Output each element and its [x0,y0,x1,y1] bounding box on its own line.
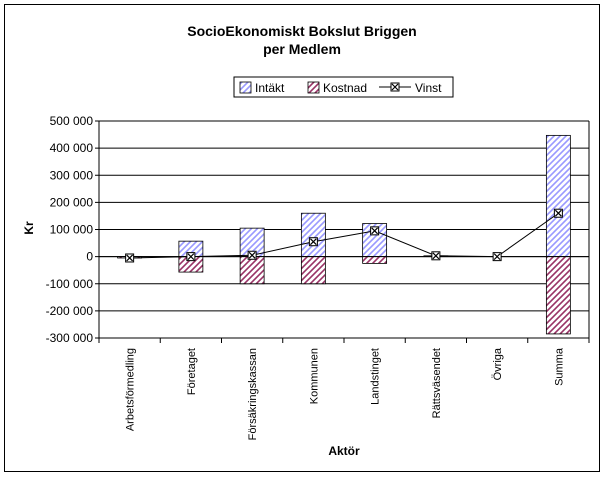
bar-kostnad [300,256,326,285]
legend-label-intakt: Intäkt [255,81,285,95]
x-tick-label: Landstinget [370,348,382,405]
bar-intakt [545,134,571,258]
bar-intakt [300,212,326,258]
vinst-point-cross [493,253,501,261]
y-tick-label: 500 000 [50,114,94,128]
vinst-line-path [129,212,559,259]
bars [117,134,571,335]
y-tick-label: -100 000 [46,277,94,291]
vinst-point-cross [126,254,134,262]
y-tick-label: 100 000 [50,223,94,237]
legend-swatch-intakt [239,81,252,94]
x-tick-labels: Arbetsförmedling Företaget Försäkringskass… [125,347,566,440]
bar-kostnad [362,256,388,264]
y-tick-label: -200 000 [46,304,94,318]
x-tick-label: Rättsväsendet [431,348,443,418]
x-tick-label: Summa [553,347,565,386]
vinst-line [125,208,563,263]
bar-kostnad [239,256,265,285]
y-tick-label: -300 000 [46,331,94,345]
x-axis-title: Aktör [328,444,360,458]
vinst-point-cross [371,227,379,235]
vinst-point-cross [248,251,256,259]
legend-label-vinst: Vinst [415,81,442,95]
vinst-point-cross [309,238,317,246]
x-tick-label: Företaget [186,348,198,395]
x-tick-label: Övriga [492,347,504,380]
y-tick-label: 400 000 [50,141,94,155]
legend-swatch-kostnad [307,81,320,94]
chart-title-line-2: per Medlem [263,41,341,57]
legend: Intäkt Kostnad Vinst [233,76,454,98]
y-tick-label: 200 000 [50,195,94,209]
x-tick-label: Arbetsförmedling [125,348,137,431]
y-tick-labels: 500 000 400 000 300 000 200 000 100 000 0 -100… [46,114,94,345]
vinst-point-cross [554,209,562,217]
legend-box [233,76,454,98]
y-axis-title: Kr [22,221,36,235]
bar-kostnad [545,256,571,335]
x-tick-label: Kommunen [308,348,320,404]
legend-marker-vinst-cross [391,83,399,91]
chart-title-line-1: SocioEkonomiskt Bokslut Briggen [187,23,416,39]
vinst-point-cross [432,252,440,260]
x-tick-label: Försäkringskassan [247,348,259,440]
y-tick-label: 300 000 [50,168,94,182]
axes [95,120,590,343]
grid [99,120,589,339]
vinst-point-cross [187,253,195,261]
legend-label-kostnad: Kostnad [323,81,367,95]
y-tick-label: 0 [86,250,93,264]
